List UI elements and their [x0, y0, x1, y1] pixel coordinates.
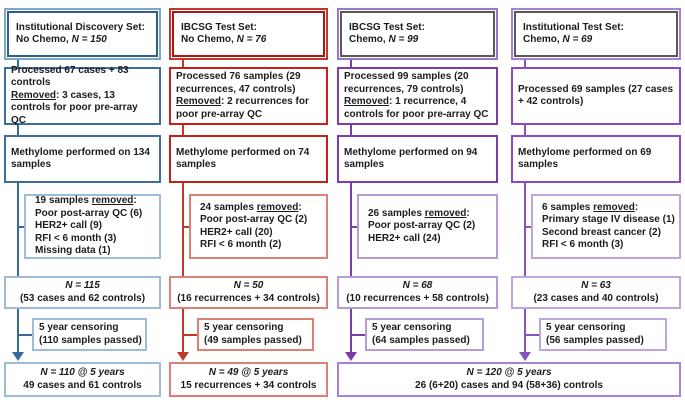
column-ibcsg-test-no-chemo: IBCSG Test Set: No Chemo, N = 76 Processe…: [169, 0, 328, 400]
n-count-box: N = 63 (23 cases and 40 controls): [511, 276, 681, 309]
connector-line: [182, 60, 184, 67]
connector-stub: [524, 226, 533, 228]
processed-box: Processed 99 samples (20 recurrences, 79…: [337, 67, 498, 125]
column-ibcsg-test-chemo: IBCSG Test Set: Chemo, N = 99 Processed 9…: [337, 0, 498, 400]
arrow-down-icon: [177, 352, 189, 361]
header-box: Institutional Discovery Set: No Chemo, N …: [4, 8, 161, 60]
samples-removed-box: 26 samples removed: Poor post-array QC (2…: [357, 194, 498, 259]
n-count-box: N = 50 (16 recurrences + 34 controls): [169, 276, 328, 309]
methylome-box: Methylome performed on 134 samples: [4, 135, 161, 183]
censoring-box: 5 year censoring (64 samples passed): [365, 318, 484, 351]
final-combined-box: N = 120 @ 5 years 26 (6+20) cases and 94 …: [337, 362, 681, 397]
connector-line: [350, 125, 352, 135]
processed-box: Processed 76 samples (29 recurrences, 47…: [169, 67, 328, 125]
methylome-box: Methylome performed on 94 samples: [337, 135, 498, 183]
header-text: IBCSG Test Set: No Chemo, N = 76: [172, 11, 325, 57]
connector-line: [350, 309, 352, 353]
header-box: IBCSG Test Set: No Chemo, N = 76: [169, 8, 328, 60]
connector-line: [182, 309, 184, 353]
connector-line: [17, 183, 19, 276]
connector-stub: [17, 334, 34, 336]
connector-line: [17, 60, 19, 67]
connector-stub: [182, 334, 199, 336]
final-count-box: N = 110 @ 5 years 49 cases and 61 control…: [4, 362, 161, 397]
arrow-down-icon: [345, 352, 357, 361]
arrow-down-icon: [12, 352, 24, 361]
connector-stub: [350, 226, 359, 228]
connector-line: [524, 125, 526, 135]
arrow-down-icon: [519, 352, 531, 361]
header-text: IBCSG Test Set: Chemo, N = 99: [340, 11, 495, 57]
methylome-box: Methylome performed on 74 samples: [169, 135, 328, 183]
connector-line: [350, 183, 352, 276]
column-institutional-discovery-no-chemo: Institutional Discovery Set: No Chemo, N …: [4, 0, 161, 400]
connector-line: [182, 183, 184, 276]
header-text: Institutional Test Set: Chemo, N = 69: [514, 11, 678, 57]
processed-box: Processed 69 samples (27 cases + 42 cont…: [511, 67, 681, 125]
header-text: Institutional Discovery Set: No Chemo, N …: [7, 11, 158, 57]
censoring-box: 5 year censoring (110 samples passed): [32, 318, 147, 351]
final-count-box: N = 49 @ 5 years 15 recurrences + 34 cont…: [169, 362, 328, 397]
samples-removed-box: 6 samples removed: Primary stage IV disea…: [531, 194, 681, 259]
censoring-box: 5 year censoring (49 samples passed): [197, 318, 314, 351]
connector-line: [524, 60, 526, 67]
censoring-box: 5 year censoring (56 samples passed): [539, 318, 667, 351]
connector-stub: [524, 334, 541, 336]
connector-line: [524, 183, 526, 276]
connector-line: [524, 309, 526, 353]
connector-stub: [350, 334, 367, 336]
column-institutional-test-chemo: Institutional Test Set: Chemo, N = 69 Pro…: [511, 0, 681, 400]
header-box: Institutional Test Set: Chemo, N = 69: [511, 8, 681, 60]
n-count-box: N = 115 (53 cases and 62 controls): [4, 276, 161, 309]
connector-line: [182, 125, 184, 135]
connector-stub: [17, 226, 26, 228]
n-count-box: N = 68 (10 recurrences + 58 controls): [337, 276, 498, 309]
connector-line: [17, 309, 19, 353]
methylome-box: Methylome performed on 69 samples: [511, 135, 681, 183]
samples-removed-box: 19 samples removed: Poor post-array QC (6…: [24, 194, 161, 259]
connector-stub: [182, 226, 191, 228]
processed-box: Processed 67 cases + 83 controls Removed:…: [4, 65, 161, 126]
connector-line: [350, 60, 352, 67]
connector-line: [17, 125, 19, 135]
samples-removed-box: 24 samples removed: Poor post-array QC (2…: [189, 194, 328, 259]
header-box: IBCSG Test Set: Chemo, N = 99: [337, 8, 498, 60]
